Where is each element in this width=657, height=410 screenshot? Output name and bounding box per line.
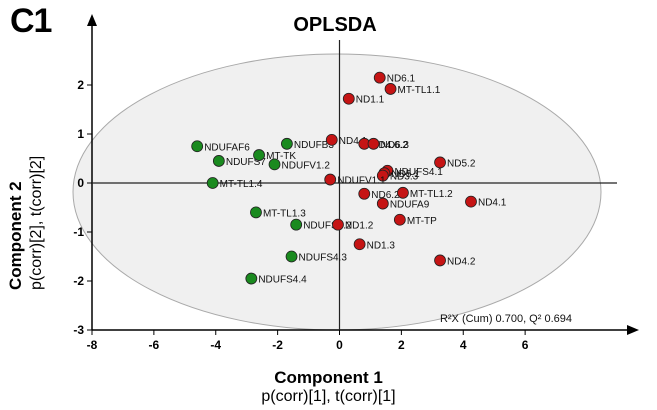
x-tick-label: -6 xyxy=(149,338,160,352)
red-point xyxy=(358,187,371,200)
y-tick-label: -1 xyxy=(73,225,84,239)
red-point xyxy=(373,71,386,84)
point-label: ND4.1 xyxy=(339,136,368,147)
red-point xyxy=(434,156,446,169)
point-label: NDUFA9 xyxy=(390,200,430,211)
red-point xyxy=(384,83,397,95)
point-label: MT-TL1.1 xyxy=(398,85,441,96)
green-point xyxy=(253,149,265,161)
y-tick-label: -3 xyxy=(73,323,84,337)
y-tick-label: 0 xyxy=(77,176,84,190)
red-point xyxy=(376,197,389,210)
y-tick-label: 2 xyxy=(77,78,84,92)
green-point xyxy=(245,272,258,285)
red-point xyxy=(332,218,344,231)
point-label: ND4.2 xyxy=(447,256,476,267)
x-tick-label: -2 xyxy=(272,338,283,352)
green-point xyxy=(281,137,293,150)
point-label: ND5.2 xyxy=(447,158,476,169)
x-tick-label: -8 xyxy=(87,338,98,352)
point-label: ND4.6.2 xyxy=(371,140,408,151)
point-label: ND3.3 xyxy=(390,172,419,183)
point-label: MT-TL1.4 xyxy=(220,179,263,190)
y-axis-arrow xyxy=(87,14,97,26)
y-tick-label: -2 xyxy=(73,274,84,288)
model-stats-annotation: R²X (Cum) 0.700, Q² 0.694 xyxy=(440,313,572,325)
point-label: ND6.3 xyxy=(381,140,410,151)
green-point xyxy=(268,158,281,171)
y-tick-label: 1 xyxy=(77,127,84,141)
point-label: ND6.1 xyxy=(387,74,416,85)
x-axis-subtitle: p(corr)[1], t(corr)[1] xyxy=(261,388,396,405)
chart-title: OPLSDA xyxy=(240,8,430,42)
red-point xyxy=(367,137,380,150)
point-label: ND1.2 xyxy=(345,221,374,232)
point-label: MT-TL1.2 xyxy=(410,189,453,200)
confidence-ellipse xyxy=(72,53,602,331)
red-point xyxy=(393,213,406,226)
green-point xyxy=(285,250,298,263)
red-point xyxy=(325,133,338,146)
point-label: NDUFS7 xyxy=(226,157,266,168)
red-point xyxy=(342,92,355,105)
point-label: NDUFAF6 xyxy=(204,142,250,153)
green-point xyxy=(250,206,262,219)
red-point xyxy=(376,169,389,182)
panel-label: C1 xyxy=(10,2,52,40)
point-label: ND1.1 xyxy=(356,95,385,106)
green-point xyxy=(206,177,219,189)
x-tick-label: 6 xyxy=(522,338,529,352)
green-point xyxy=(212,155,225,167)
point-label: NDUFV1.1 xyxy=(337,176,386,187)
red-point xyxy=(353,238,366,251)
point-label: ND5.1 xyxy=(391,169,420,180)
x-tick-label: -4 xyxy=(210,338,221,352)
point-label: NDUFS4.3 xyxy=(299,253,348,264)
x-tick-label: 4 xyxy=(460,338,467,352)
point-label: NDUFB3 xyxy=(294,140,334,151)
point-label: NDUFS4.1 xyxy=(394,167,443,178)
point-label: NDUFS4.2 xyxy=(303,221,352,232)
point-label: ND1.3 xyxy=(367,240,396,251)
x-tick-label: 2 xyxy=(398,338,405,352)
point-label: MT-TL1.3 xyxy=(263,208,306,219)
point-label: NDUFS4.4 xyxy=(258,275,307,286)
point-label: MT-TP xyxy=(407,216,437,227)
green-point xyxy=(191,140,204,153)
x-axis-title: Component 1 xyxy=(274,368,383,387)
x-tick-label: 0 xyxy=(336,338,343,352)
red-point xyxy=(465,195,477,208)
green-point xyxy=(290,218,303,231)
point-label: NDUFV1.2 xyxy=(282,160,331,171)
x-axis-arrow xyxy=(627,325,639,335)
red-point xyxy=(397,186,409,199)
point-label: MT-TK xyxy=(266,151,296,162)
red-point xyxy=(434,254,446,267)
point-label: ND6.2 xyxy=(371,190,400,201)
point-label: ND4.1 xyxy=(478,198,507,209)
red-point xyxy=(324,173,337,186)
